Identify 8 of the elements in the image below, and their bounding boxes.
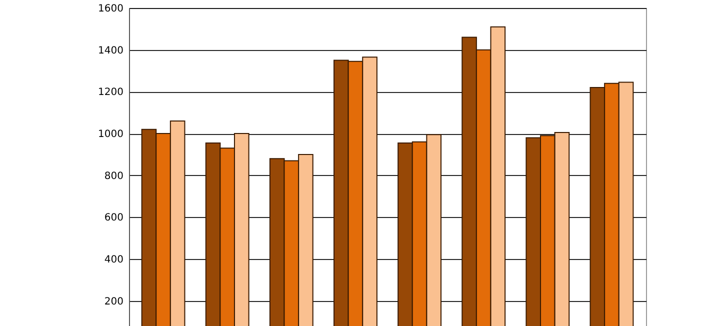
y-tick-label: 1000	[98, 129, 124, 140]
y-tick-label: 800	[104, 170, 124, 182]
y-tick-label: 1400	[98, 45, 124, 56]
y-tick-label: 400	[104, 254, 124, 266]
y-tick-label: 1600	[98, 4, 124, 14]
y-tick-label: 1200	[98, 87, 124, 98]
y-tick-label: 200	[104, 296, 124, 308]
y-tick-label: 600	[104, 212, 124, 224]
